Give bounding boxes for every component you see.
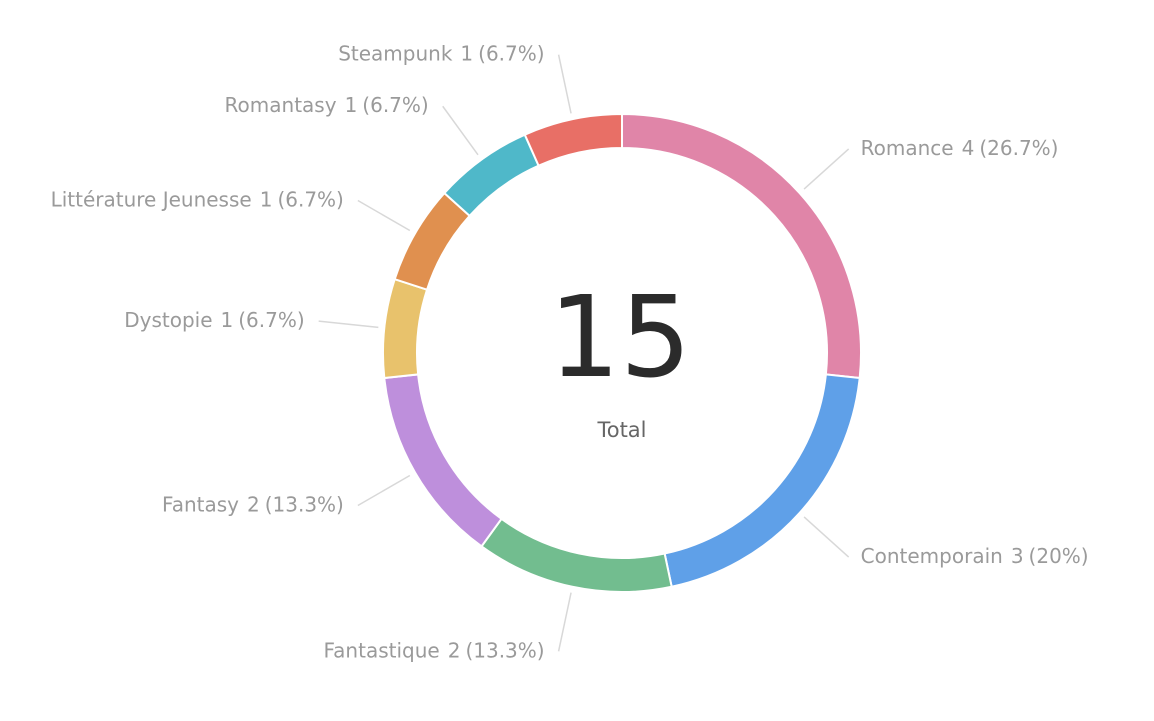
slice-percent: (20%) (1029, 544, 1089, 568)
donut-segment (382, 277, 429, 380)
donut-segment (523, 112, 623, 168)
slice-value: 1 (345, 93, 358, 117)
category-name: Contemporain (861, 544, 1003, 568)
leader-line (442, 105, 479, 156)
slice-value: 1 (260, 187, 273, 211)
slice-value: 1 (460, 41, 473, 65)
slice-percent: (26.7%) (979, 135, 1058, 159)
leader-line (357, 474, 411, 507)
slice-percent: (6.7%) (478, 41, 544, 65)
leader-line (803, 148, 850, 190)
category-name: Steampunk (338, 41, 453, 65)
donut-segment (442, 133, 540, 218)
slice-value: 2 (448, 638, 461, 662)
slice-label: Dystopie 1 (6.7%) (124, 308, 304, 332)
leader-line (357, 199, 411, 232)
slice-label: Fantasy 2 (13.3%) (162, 492, 344, 516)
category-name: Romantasy (225, 93, 337, 117)
slice-percent: (6.7%) (277, 187, 343, 211)
slice-label: Steampunk 1 (6.7%) (338, 41, 544, 65)
donut-segment (393, 191, 472, 291)
slice-percent: (6.7%) (362, 93, 428, 117)
leader-line (557, 54, 572, 114)
slice-value: 3 (1011, 544, 1024, 568)
slice-label: Fantastique 2 (13.3%) (324, 638, 545, 662)
category-name: Dystopie (124, 308, 212, 332)
slice-label: Contemporain 3 (20%) (861, 544, 1089, 568)
slice-value: 2 (247, 492, 260, 516)
donut-segment (663, 373, 861, 588)
category-name: Fantasy (162, 492, 239, 516)
category-name: Fantastique (324, 638, 440, 662)
slice-percent: (13.3%) (265, 492, 344, 516)
leader-line (557, 592, 572, 652)
slice-label: Romantasy 1 (6.7%) (225, 93, 429, 117)
total-label: Total (596, 418, 646, 442)
slice-percent: (6.7%) (238, 308, 304, 332)
total-value: 15 (549, 273, 692, 403)
leader-line (803, 516, 850, 558)
slice-label: Littérature Jeunesse 1 (6.7%) (51, 187, 344, 211)
leader-line (318, 320, 379, 329)
category-name: Littérature Jeunesse (51, 187, 252, 211)
category-name: Romance (861, 135, 954, 159)
slice-label: Romance 4 (26.7%) (861, 135, 1059, 159)
donut-segment (383, 373, 503, 548)
slice-value: 4 (962, 135, 975, 159)
slice-percent: (13.3%) (465, 638, 544, 662)
donut-segment (480, 517, 673, 593)
slice-value: 1 (221, 308, 234, 332)
